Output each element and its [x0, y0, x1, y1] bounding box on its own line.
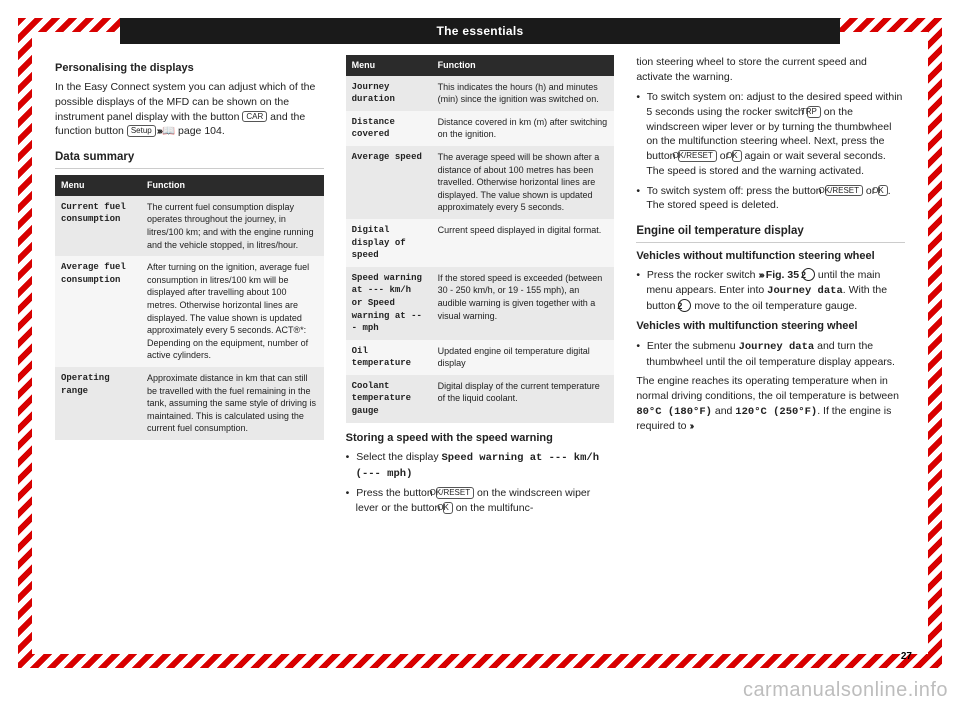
heading-data-summary: Data summary: [55, 149, 324, 169]
okreset-button-label: OK/RESET: [436, 487, 474, 499]
header-title: The essentials: [437, 24, 524, 38]
th-function: Function: [141, 175, 324, 196]
th-function: Function: [432, 55, 615, 76]
continuation-arrows: ››: [689, 420, 692, 432]
okreset-button-label: OK/RESET: [825, 185, 863, 197]
bullet-enter-submenu: Enter the submenu Journey data and turn …: [636, 339, 905, 369]
book-icon: 📖: [162, 125, 175, 137]
heading-engine-oil: Engine oil temperature display: [636, 223, 905, 243]
page-number: 27: [901, 651, 912, 662]
heading-storing-speed: Storing a speed with the speed warning: [346, 431, 615, 446]
heading-with-mfw: Vehicles with multifunction steering whe…: [636, 319, 905, 334]
table-data-summary-1: Menu Function Current fuel consumption T…: [55, 175, 324, 440]
para-operating-temp: The engine reaches its operating tempera…: [636, 374, 905, 434]
col2-block: Menu Function Journey durationThis indic…: [346, 55, 615, 516]
circled-2-icon: 2: [678, 299, 691, 312]
bullet-system-off: To switch system off: press the button O…: [636, 184, 905, 213]
car-button-label: CAR: [242, 111, 267, 123]
watermark: carmanualsonline.info: [743, 679, 948, 702]
ok-button-label: OK: [443, 502, 453, 514]
table-row: Oil temperatureUpdated engine oil temper…: [346, 340, 615, 375]
table-row: Average speedThe average speed will be s…: [346, 146, 615, 219]
table-header-row: Menu Function: [346, 55, 615, 76]
ok-button-label: OK: [878, 185, 888, 197]
header-bar: The essentials: [120, 18, 840, 44]
page: The essentials Personalising the display…: [0, 0, 960, 708]
table-row: Digital display of speedCurrent speed di…: [346, 219, 615, 267]
col3-block: tion steering wheel to store the current…: [636, 55, 905, 434]
table-data-summary-2: Menu Function Journey durationThis indic…: [346, 55, 615, 423]
setup-button-label: Setup: [127, 125, 156, 137]
table-row: Current fuel consumption The current fue…: [55, 196, 324, 256]
table-row: Average fuel consumption After turning o…: [55, 256, 324, 367]
trp-button-label: TRP: [807, 106, 821, 118]
para-continuation: tion steering wheel to store the current…: [636, 55, 905, 84]
table-row: Journey durationThis indicates the hours…: [346, 76, 615, 111]
circled-2-icon: 2: [802, 268, 815, 281]
ok-button-label: OK: [732, 150, 742, 162]
bullet-system-on: To switch system on: adjust to the desir…: [636, 90, 905, 178]
th-menu: Menu: [346, 55, 432, 76]
table-row: Distance coveredDistance covered in km (…: [346, 111, 615, 146]
bullet-press-button: Press the button OK/RESET on the windscr…: [346, 486, 615, 515]
th-menu: Menu: [55, 175, 141, 196]
okreset-button-label: OK/RESET: [678, 150, 716, 162]
content-columns: Personalising the displays In the Easy C…: [55, 55, 905, 643]
heading-personalising: Personalising the displays: [55, 61, 324, 76]
para-personalising: In the Easy Connect system you can adjus…: [55, 80, 324, 139]
col1-block: Personalising the displays In the Easy C…: [55, 61, 324, 440]
table-row: Operating range Approximate distance in …: [55, 367, 324, 440]
bullet-select-display: Select the display Speed warning at --- …: [346, 450, 615, 481]
heading-without-mfw: Vehicles without multifunction steering …: [636, 249, 905, 264]
table-row: Coolant temperature gaugeDigital display…: [346, 375, 615, 423]
table-header-row: Menu Function: [55, 175, 324, 196]
table-row: Speed warning at --- km/h or Speed warni…: [346, 267, 615, 340]
bullet-rocker-switch: Press the rocker switch ››› Fig. 35 2 un…: [636, 268, 905, 313]
